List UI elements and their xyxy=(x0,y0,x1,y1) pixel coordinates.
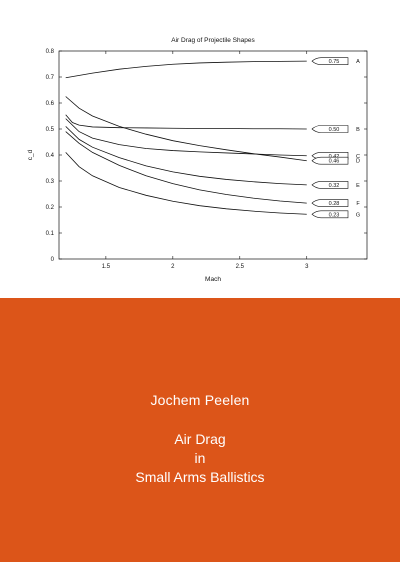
y-tick-label: 0.2 xyxy=(46,205,55,211)
book-title-line: Small Arms Ballistics xyxy=(135,469,265,485)
bullet-value-label: 0.32 xyxy=(329,183,340,189)
bullet-value-label: 0.23 xyxy=(329,212,340,218)
y-tick-label: 0.1 xyxy=(46,231,55,237)
series-line-B xyxy=(65,114,307,130)
bullet-value-label: 0.75 xyxy=(329,59,340,65)
x-tick-label: 1.5 xyxy=(102,264,111,270)
series-line-D xyxy=(65,96,307,162)
book-title-line: in xyxy=(194,450,206,466)
y-tick-label: 0.8 xyxy=(46,49,55,55)
series-line-A xyxy=(65,60,307,79)
book-cover-panel: Jochem Peelen Air Drag in Small Arms Bal… xyxy=(0,298,400,562)
series-line-F xyxy=(65,131,307,204)
y-tick-label: 0 xyxy=(51,257,55,263)
bullet-shape-D xyxy=(311,156,349,165)
bullet-shape-F xyxy=(311,199,349,207)
x-tick-label: 2 xyxy=(171,264,175,270)
chart-area: Air Drag of Projectile Shapes 0 0.1 0.2 0.3 0… xyxy=(27,37,368,283)
series-name-label: E xyxy=(356,183,360,189)
series-line-G xyxy=(65,152,307,215)
y-tick-label: 0.5 xyxy=(46,127,55,133)
bullet-value-label: 0.46 xyxy=(329,159,340,165)
series-name-label: D xyxy=(356,159,360,165)
y-axis-title: c_d xyxy=(27,149,34,160)
bullet-shape-G xyxy=(311,210,349,219)
y-tick-label: 0.4 xyxy=(46,153,55,159)
bullet-shape-B xyxy=(311,125,349,133)
x-tick-label: 3 xyxy=(305,264,309,270)
book-title-line: Air Drag xyxy=(174,431,226,447)
bullet-shape-A xyxy=(311,57,349,65)
series-name-label: F xyxy=(356,201,360,207)
y-tick-label: 0.6 xyxy=(46,101,55,107)
y-tick-label: 0.7 xyxy=(46,75,55,81)
x-tick-label: 2.5 xyxy=(236,264,245,270)
y-tick-label: 0.3 xyxy=(46,179,55,185)
chart-title: Air Drag of Projectile Shapes xyxy=(171,37,255,44)
series-name-label: A xyxy=(356,59,360,65)
bullet-value-label: 0.28 xyxy=(329,201,340,207)
series-name-label: G xyxy=(356,212,360,218)
series-name-label: B xyxy=(356,127,360,133)
bullet-shape-E xyxy=(311,181,349,189)
series-line-C xyxy=(65,118,307,157)
series-name-label: C xyxy=(356,154,360,160)
book-title: Air Drag in Small Arms Ballistics xyxy=(0,430,400,487)
series-line-E xyxy=(65,126,307,186)
drag-chart: Air Drag of Projectile Shapes 0 0.1 0.2 0.3 0… xyxy=(27,37,368,283)
x-axis-title: Mach xyxy=(205,276,221,283)
bullet-value-label: 0.50 xyxy=(329,127,340,133)
bullet-value-label: 0.42 xyxy=(329,154,340,160)
author-name: Jochem Peelen xyxy=(150,392,250,408)
